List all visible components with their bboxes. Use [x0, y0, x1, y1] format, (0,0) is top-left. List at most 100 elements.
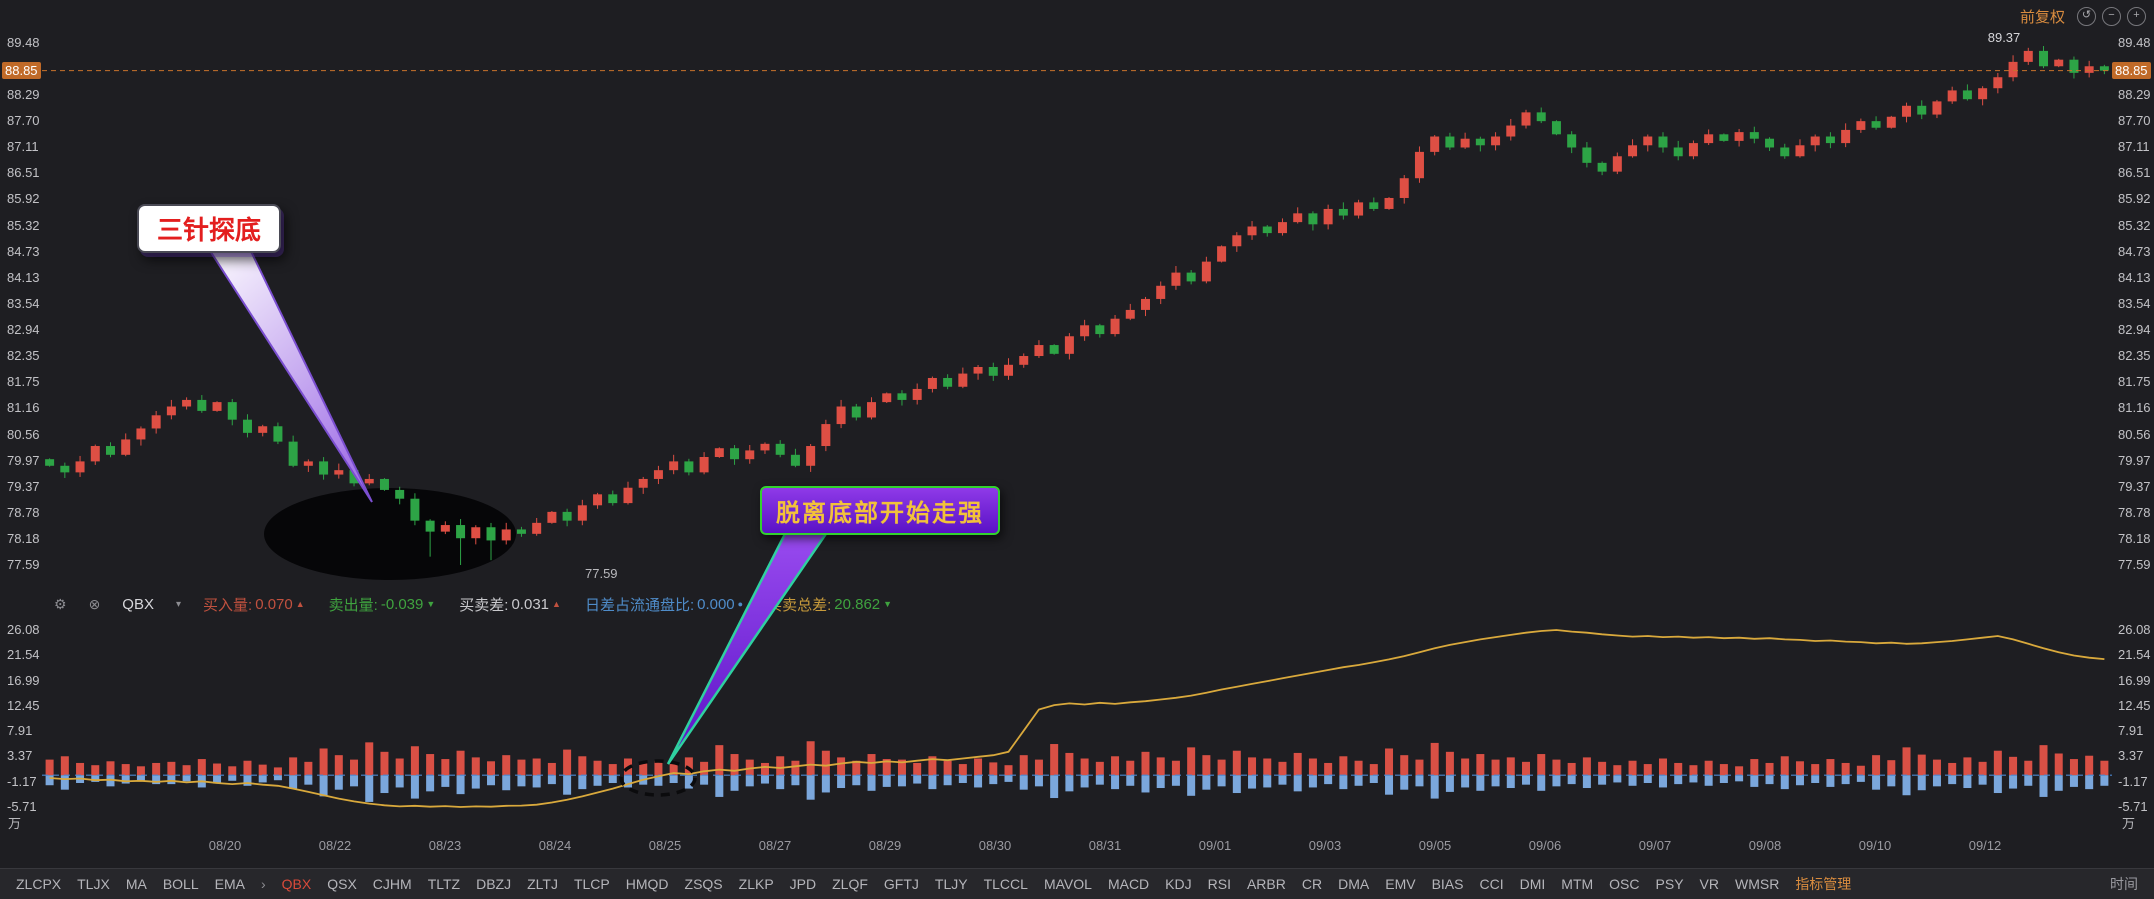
- indicator-toolbar: ZLCPX TLJX MA BOLL EMA › QBX QSX CJHM TLTZ DBZJ ZLT…: [0, 868, 2154, 899]
- refresh-icon[interactable]: ↺: [2077, 7, 2096, 26]
- price-tick: 88.29: [7, 87, 40, 103]
- toolbar-item-tltz[interactable]: TLTZ: [427, 876, 461, 892]
- date-tick: 09/08: [1748, 838, 1782, 853]
- price-tick: 88.29: [2118, 87, 2151, 103]
- toolbar-item-arbr[interactable]: ARBR: [1246, 876, 1286, 892]
- toolbar-item-zlcpx[interactable]: ZLCPX: [16, 876, 62, 892]
- indicator-name[interactable]: QBX: [122, 595, 154, 613]
- axis-unit-label: 万: [2122, 816, 2136, 831]
- toolbar-item-tlcp[interactable]: TLCP: [573, 876, 610, 892]
- toolbar-item-vr[interactable]: VR: [1699, 876, 1719, 892]
- sub-tick: -5.71: [7, 799, 37, 814]
- toolbar-item-osc[interactable]: OSC: [1609, 876, 1640, 892]
- toolbar-item-cjhm[interactable]: CJHM: [372, 876, 412, 892]
- sub-tick: -1.17: [2118, 773, 2148, 789]
- toolbar-item-zlqf[interactable]: ZLQF: [832, 876, 868, 892]
- price-tick: 86.51: [2118, 165, 2151, 181]
- toolbar-item-rsi[interactable]: RSI: [1207, 876, 1231, 892]
- indicator-stat: 买卖差: 0.031 ▲: [459, 594, 561, 615]
- toolbar-item-zsqs[interactable]: ZSQS: [684, 876, 723, 892]
- indicator-stat: 日差占流通盘比: 0.000 ●: [585, 594, 743, 615]
- toolbar-item-cr[interactable]: CR: [1301, 876, 1323, 892]
- time-axis-button[interactable]: 时间: [2110, 876, 2138, 892]
- toolbar-item-zltj[interactable]: ZLTJ: [527, 876, 558, 892]
- toolbar-item-ema[interactable]: EMA: [214, 876, 245, 892]
- axis-unit-label: 万: [8, 816, 22, 831]
- sub-tick: 3.37: [2118, 748, 2144, 764]
- toolbar-item-tljy[interactable]: TLJY: [934, 876, 968, 892]
- price-tick: 81.16: [2118, 400, 2151, 416]
- close-icon[interactable]: ⊗: [88, 595, 101, 612]
- price-tick: 78.18: [2118, 531, 2151, 547]
- annotation-leaving-bottom: 脱离底部开始走强: [760, 486, 1000, 535]
- toolbar-item-dmi[interactable]: DMI: [1519, 876, 1546, 892]
- toolbar-item-cci[interactable]: CCI: [1479, 876, 1504, 892]
- stat-value: -0.039: [380, 595, 424, 613]
- toolbar-item-psy[interactable]: PSY: [1655, 876, 1684, 892]
- sub-tick: 7.91: [2118, 723, 2144, 739]
- price-tick: 79.97: [2118, 452, 2151, 468]
- price-tick: 84.73: [7, 243, 40, 259]
- toolbar-item-dma[interactable]: DMA: [1338, 876, 1370, 892]
- date-tick: 08/25: [648, 838, 682, 853]
- chevron-down-icon[interactable]: ▾: [175, 598, 182, 610]
- price-tick: 79.37: [7, 478, 40, 494]
- main-candlestick-chart[interactable]: 89.37: [42, 0, 2112, 590]
- date-tick: 09/06: [1528, 838, 1562, 853]
- zoom-in-icon[interactable]: +: [2127, 7, 2146, 26]
- toolbar-item-bias[interactable]: BIAS: [1431, 876, 1464, 892]
- indicator-info-bar: ⚙ ⊗ QBX ▾ 买入量: 0.070 ▲ 卖出量: -0.039 ▼ 买卖差: 0.031…: [42, 592, 892, 616]
- price-tick: 85.32: [2118, 217, 2151, 233]
- date-tick: 09/12: [1968, 838, 2002, 853]
- price-adjust-mode[interactable]: 前复权: [2019, 9, 2065, 26]
- toolbar-item-ma[interactable]: MA: [125, 876, 147, 892]
- sub-tick: 12.45: [2118, 697, 2151, 713]
- toolbar-item-qbx[interactable]: QBX: [281, 876, 312, 892]
- price-tick: 79.97: [7, 452, 40, 468]
- current-price-tag-right: 88.85: [2112, 61, 2151, 79]
- stat-label: 买卖总差:: [767, 596, 832, 614]
- price-tick: 77.59: [2118, 557, 2151, 572]
- toolbar-item-hmqd[interactable]: HMQD: [625, 876, 669, 892]
- toolbar-item-tljx[interactable]: TLJX: [77, 876, 110, 892]
- toolbar-item-zlkp[interactable]: ZLKP: [738, 876, 774, 892]
- sub-indicator-chart[interactable]: [42, 618, 2112, 818]
- price-tick: 78.18: [7, 531, 40, 547]
- toolbar-item-kdj[interactable]: KDJ: [1165, 876, 1192, 892]
- toolbar-item-wmsr[interactable]: WMSR: [1734, 876, 1780, 892]
- price-tick: 87.11: [2118, 139, 2150, 155]
- toolbar-item-mtm[interactable]: MTM: [1561, 876, 1594, 892]
- indicator-manage-button[interactable]: 指标管理: [1795, 876, 1852, 892]
- stat-label: 买入量:: [203, 596, 253, 614]
- price-tick: 87.70: [2118, 113, 2151, 129]
- toolbar-item-tlccl[interactable]: TLCCL: [983, 876, 1028, 892]
- sub-tick: 21.54: [7, 647, 40, 663]
- toolbar-item-gftj[interactable]: GFTJ: [883, 876, 919, 892]
- price-tick: 87.70: [7, 113, 40, 129]
- toolbar-item-macd[interactable]: MACD: [1107, 876, 1150, 892]
- high-price-label: 89.37: [1988, 30, 2021, 45]
- price-tick: 81.75: [2118, 374, 2151, 390]
- stat-trend-icon: ▼: [426, 599, 436, 609]
- price-tick: 89.48: [7, 35, 40, 50]
- toolbar-item-emv[interactable]: EMV: [1385, 876, 1416, 892]
- stat-value: 0.070: [255, 595, 293, 613]
- sub-tick: 7.91: [7, 723, 33, 739]
- indicator-stat: 卖出量: -0.039 ▼: [329, 594, 436, 615]
- toolbar-item-jpd[interactable]: JPD: [789, 876, 817, 892]
- toolbar-item-dbzj[interactable]: DBZJ: [476, 876, 512, 892]
- toolbar-item-boll[interactable]: BOLL: [162, 876, 199, 892]
- date-tick: 09/05: [1418, 838, 1452, 853]
- toolbar-item-qsx[interactable]: QSX: [327, 876, 357, 892]
- toolbar-item-mavol[interactable]: MAVOL: [1043, 876, 1092, 892]
- price-tick: 84.13: [2118, 269, 2151, 285]
- price-tick: 79.37: [2118, 478, 2151, 494]
- zoom-out-icon[interactable]: −: [2102, 7, 2121, 26]
- stat-trend-icon: ▼: [883, 599, 893, 609]
- price-tick: 83.54: [2118, 295, 2151, 311]
- date-tick: 08/20: [208, 838, 242, 853]
- gear-icon[interactable]: ⚙: [54, 595, 67, 612]
- stat-value: 20.862: [834, 595, 881, 613]
- price-tick: 82.94: [2118, 322, 2151, 338]
- price-tick: 87.11: [7, 139, 39, 155]
